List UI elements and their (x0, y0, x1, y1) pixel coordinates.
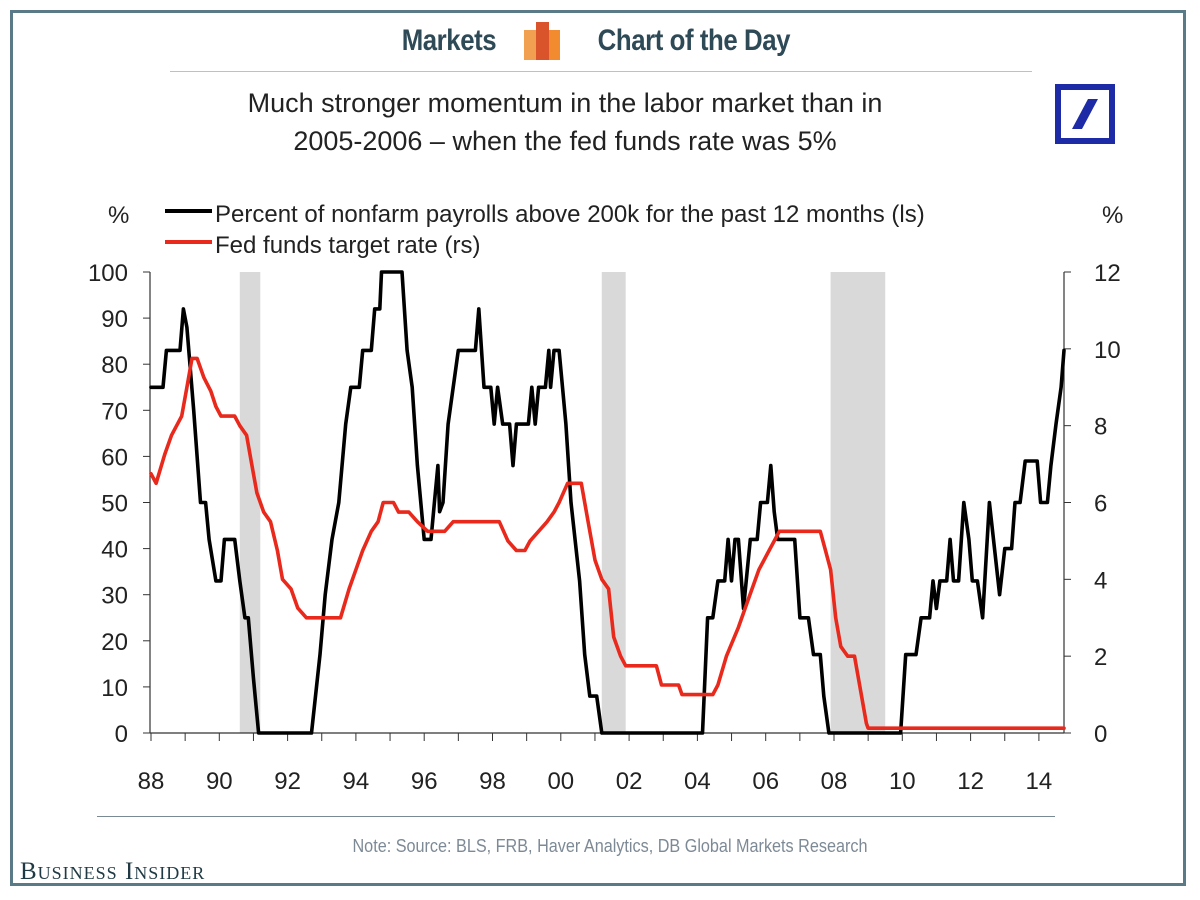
x-tick-label: 02 (616, 768, 643, 795)
left-y-tick-label: 20 (101, 629, 128, 656)
business-insider-logo: Business Insider (20, 858, 206, 885)
x-tick-label: 00 (547, 768, 574, 795)
left-y-tick-label: 60 (101, 444, 128, 471)
left-y-tick-label: 80 (101, 352, 128, 379)
chart-title-line-1: Much stronger momentum in the labor mark… (247, 88, 883, 118)
x-tick-label: 06 (752, 768, 779, 795)
right-y-tick-label: 10 (1094, 337, 1121, 364)
right-axis-unit-label: % (1102, 202, 1123, 229)
header-divider (170, 71, 1032, 72)
left-y-tick-label: 10 (101, 675, 128, 702)
header-chart-of-the-day-label: Chart of the Day (597, 24, 791, 57)
left-axis-unit-label: % (108, 202, 129, 229)
legend-label-fed-funds: Fed funds target rate (rs) (215, 232, 480, 259)
chart-title: Much stronger momentum in the labor mark… (110, 84, 1020, 160)
x-tick-label: 04 (684, 768, 711, 795)
recession-band (830, 272, 886, 733)
x-tick-label: 92 (274, 768, 301, 795)
left-y-tick-label: 40 (101, 537, 128, 564)
deutsche-bank-logo (1055, 84, 1115, 144)
x-tick-label: 96 (411, 768, 438, 795)
series-line-payrolls (149, 270, 1066, 735)
x-tick-label: 94 (343, 768, 370, 795)
x-tick-label: 90 (206, 768, 233, 795)
left-y-tick-label: 0 (115, 721, 128, 748)
legend-label-payrolls: Percent of nonfarm payrolls above 200k f… (215, 201, 925, 228)
x-tick-label: 88 (138, 768, 165, 795)
chart-title-line-2: 2005-2006 – when the fed funds rate was … (293, 126, 837, 156)
left-y-tick-label: 50 (101, 491, 128, 518)
footer-divider (97, 816, 1055, 817)
series-line-fed-funds (149, 356, 1066, 730)
right-y-tick-label: 6 (1094, 491, 1107, 518)
source-note: Note: Source: BLS, FRB, Haver Analytics,… (352, 836, 868, 856)
deutsche-bank-slash-icon (1072, 99, 1098, 129)
x-tick-label: 98 (479, 768, 506, 795)
recession-band (601, 272, 626, 733)
x-tick-label: 12 (957, 768, 984, 795)
chart-frame (10, 10, 1186, 886)
left-y-tick-label: 70 (101, 398, 128, 425)
bar-chart-logo-icon (524, 22, 561, 60)
right-y-tick-label: 0 (1094, 721, 1107, 748)
header-markets-label: Markets (401, 24, 497, 57)
x-tick-label: 08 (821, 768, 848, 795)
x-tick-label: 14 (1026, 768, 1053, 795)
recession-band (239, 272, 261, 733)
left-y-tick-label: 30 (101, 583, 128, 610)
left-y-tick-label: 90 (101, 306, 128, 333)
right-y-tick-label: 2 (1094, 644, 1107, 671)
right-y-tick-label: 4 (1094, 567, 1107, 594)
right-y-tick-label: 12 (1094, 260, 1121, 287)
header: Markets Chart of the Day (0, 22, 1200, 68)
left-y-tick-label: 100 (88, 260, 128, 287)
right-y-tick-label: 8 (1094, 414, 1107, 441)
x-tick-label: 10 (889, 768, 916, 795)
